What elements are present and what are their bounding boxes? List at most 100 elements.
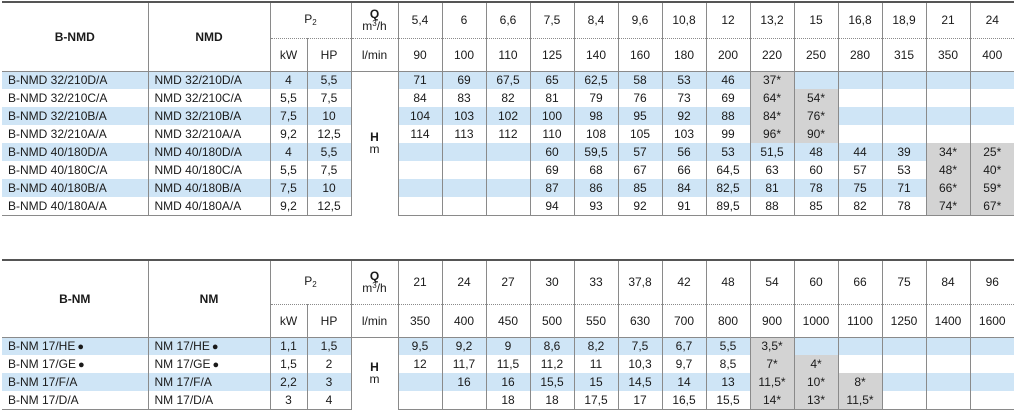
head-value-cell: 94 (529, 197, 574, 216)
head-value-cell: 71 (881, 179, 926, 197)
head-value-cell: 93 (573, 197, 618, 216)
flow-lmin-cell: 350 (925, 38, 970, 72)
head-value-cell: 103 (441, 107, 486, 125)
head-value-cell: 7,5 (617, 337, 662, 355)
model-name-cell: NMD 32/210C/A (147, 89, 270, 107)
power-hp-cell: 7,5 (306, 161, 351, 179)
head-value-cell: 14,5 (617, 373, 662, 391)
head-value-cell (485, 179, 530, 197)
model-name: B-NMD 40/180A/A (8, 198, 107, 213)
head-value-cell: 113 (441, 125, 486, 143)
head-value-cell: 11,5 (485, 355, 530, 373)
flow-m3h-cell: 21 (925, 1, 970, 39)
flow-m3h-cell: 66 (837, 259, 882, 305)
power-kw-cell: 1,1 (269, 337, 307, 355)
power-hp-cell: 5,5 (306, 143, 351, 161)
model-name-cell: NMD 40/180C/A (147, 161, 270, 179)
head-value-cell: 9 (485, 337, 530, 355)
flow-lmin-cell: 1250 (881, 304, 926, 338)
power-kw-cell: 2,2 (269, 373, 307, 391)
head-value-cell: 78 (881, 197, 926, 216)
head-value-cell (397, 161, 442, 179)
table-row: B-NM 17/D/A NM 17/D/A 3 4 18 18 17,5 17 16,5 15,5… (2, 391, 1014, 410)
head-value-cell: 25* (969, 143, 1014, 161)
flow-lmin-cell: 125 (529, 38, 574, 72)
head-value-cell: 88 (749, 197, 794, 216)
model-name-cell: B-NMD 32/210A/A (2, 125, 148, 143)
head-value-cell: 114 (397, 125, 442, 143)
head-value-cell: 67,5 (485, 71, 530, 89)
power-kw-cell: 9,2 (269, 197, 307, 216)
head-value-cell: 64* (749, 89, 794, 107)
head-value-cell: 3,5* (749, 337, 794, 355)
head-value-cell: 17 (617, 391, 662, 410)
head-value-cell: 53 (881, 161, 926, 179)
hp-header: HP (306, 38, 351, 72)
hp-header: HP (306, 304, 351, 338)
head-value-cell (969, 89, 1014, 107)
flow-lmin-cell: 800 (705, 304, 750, 338)
power-hp-cell: 12,5 (306, 197, 351, 216)
flow-lmin-cell: 350 (397, 304, 442, 338)
head-value-cell: 15,5 (529, 373, 574, 391)
model-name: B-NMD 32/210B/A (8, 109, 107, 123)
head-value-cell: 81 (749, 179, 794, 197)
head-value-cell: 59* (969, 179, 1014, 197)
col-header-nmd: NMD (147, 1, 270, 72)
head-value-cell: 40* (969, 161, 1014, 179)
head-value-cell: 12 (397, 355, 442, 373)
head-value-cell: 104 (397, 107, 442, 125)
head-value-cell: 16 (485, 373, 530, 391)
flow-m3h-cell: 12 (705, 1, 750, 39)
flow-m3h-cell: 27 (485, 259, 530, 305)
head-value-cell: 73 (661, 89, 706, 107)
flow-lmin-cell: 110 (485, 38, 530, 72)
table-row: B-NMD 40/180A/A NMD 40/180A/A 9,2 12,5 94 93 9… (2, 197, 1014, 216)
table-row: B-NMD 40/180B/A NMD 40/180B/A 7,5 10 87 86 85 8… (2, 179, 1014, 197)
head-value-cell: 54* (793, 89, 838, 107)
head-value-cell: 85 (793, 197, 838, 216)
head-value-cell: 60 (529, 143, 574, 161)
model-name-cell: B-NMD 40/180B/A (2, 179, 148, 197)
flow-lmin-cell: 1400 (925, 304, 970, 338)
power-kw-cell: 4 (269, 143, 307, 161)
flow-lmin-cell: 550 (573, 304, 618, 338)
head-value-cell (969, 355, 1014, 373)
flow-lmin-cell: 500 (529, 304, 574, 338)
model-name-cell: NM 17/F/A (147, 373, 270, 391)
power-kw-cell: 1,5 (269, 355, 307, 373)
flow-m3h-cell: 96 (969, 259, 1014, 305)
flow-m3h-cell: 33 (573, 259, 618, 305)
head-value-cell: 99 (705, 125, 750, 143)
head-value-cell (837, 107, 882, 125)
head-value-cell: 11,5* (749, 373, 794, 391)
head-value-cell (397, 143, 442, 161)
model-name-cell: NMD 32/210B/A (147, 107, 270, 125)
head-value-cell: 53 (705, 143, 750, 161)
table-row: B-NMD 40/180C/A NMD 40/180C/A 5,5 7,5 69 68 67… (2, 161, 1014, 179)
model-name: NM 17/HE (154, 338, 210, 353)
head-value-cell: 4* (793, 355, 838, 373)
model-name: B-NMD 32/210A/A (8, 127, 107, 141)
head-value-cell (925, 107, 970, 125)
head-value-cell: 69 (705, 89, 750, 107)
head-value-cell (837, 337, 882, 355)
head-value-cell (397, 373, 442, 391)
flow-lmin-cell: 315 (881, 38, 926, 72)
head-value-cell: 71 (397, 71, 442, 89)
bullet-dot-icon: ● (77, 340, 85, 353)
model-name: B-NM 17/HE (8, 338, 76, 353)
head-value-cell (441, 197, 486, 216)
head-value-cell: 63 (749, 161, 794, 179)
head-value-cell: 92 (617, 197, 662, 216)
head-value-cell (881, 71, 926, 89)
flow-header-lmin: l/min (350, 304, 398, 338)
head-value-cell: 8,5 (705, 355, 750, 373)
head-value-cell: 102 (485, 107, 530, 125)
table-row: B-NMD 40/180D/A NMD 40/180D/A 4 5,5 60 59,5 57… (2, 143, 1014, 161)
head-value-cell: 90* (793, 125, 838, 143)
table-row: B-NMD 32/210B/A NMD 32/210B/A 7,5 10 104 103 1… (2, 107, 1014, 125)
